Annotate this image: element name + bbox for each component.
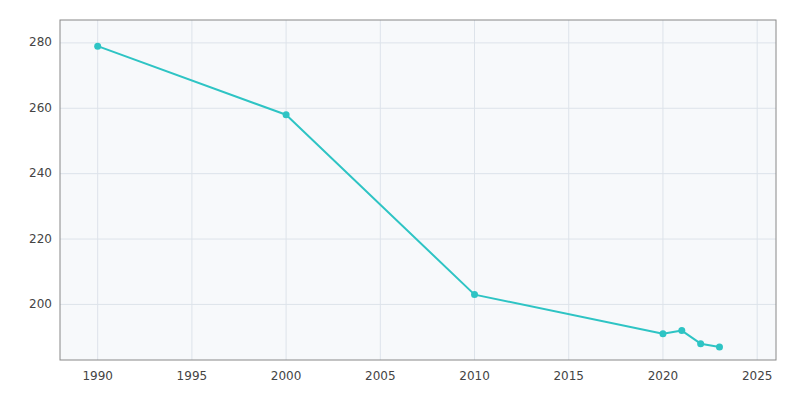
grid-line — [60, 42, 776, 43]
y-tick-label: 260 — [29, 101, 52, 115]
plot-area — [60, 20, 776, 360]
point — [716, 343, 723, 350]
grid-line — [757, 20, 758, 360]
x-tick-label: 2010 — [459, 369, 490, 383]
x-tick-label: 2015 — [553, 369, 584, 383]
chart-container: 200 220 240 260 280 1990 1995 2000 2005 2010 2015 2… — [0, 0, 800, 400]
grid-line — [60, 173, 776, 174]
plot-frame — [60, 20, 776, 360]
y-tick-label: 240 — [29, 166, 52, 180]
point — [678, 327, 685, 334]
grid-line — [60, 108, 776, 109]
x-tick-label: 1990 — [82, 369, 113, 383]
grid-line — [474, 20, 475, 360]
grid-line — [191, 20, 192, 360]
grid-line — [60, 304, 776, 305]
x-tick-label: 2025 — [742, 369, 773, 383]
series — [94, 43, 723, 351]
grid — [60, 20, 776, 360]
point — [471, 291, 478, 298]
grid-line — [286, 20, 287, 360]
axes: 200 220 240 260 280 1990 1995 2000 2005 2010 2015 2… — [29, 35, 772, 383]
grid-line — [568, 20, 569, 360]
point — [94, 43, 101, 50]
x-tick-label: 2000 — [271, 369, 302, 383]
y-tick-label: 200 — [29, 297, 52, 311]
grid-line — [97, 20, 98, 360]
point — [697, 340, 704, 347]
x-tick-label: 1995 — [177, 369, 208, 383]
y-tick-label: 280 — [29, 35, 52, 49]
point — [659, 330, 666, 337]
chart: 200 220 240 260 280 1990 1995 2000 2005 2010 2015 2… — [0, 0, 800, 400]
x-tick-label: 2020 — [648, 369, 679, 383]
point — [283, 111, 290, 118]
grid-line — [662, 20, 663, 360]
y-tick-label: 220 — [29, 232, 52, 246]
line — [98, 46, 720, 347]
x-tick-label: 2005 — [365, 369, 396, 383]
grid-line — [380, 20, 381, 360]
